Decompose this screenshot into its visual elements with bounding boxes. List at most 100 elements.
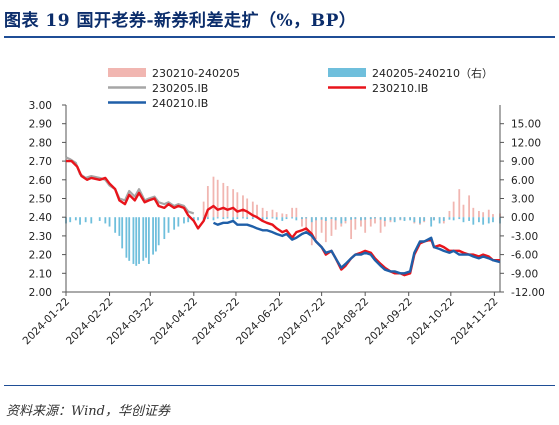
y-right-tick-label: 12.00 — [511, 137, 541, 149]
legend-swatch — [328, 68, 366, 77]
bar — [295, 217, 298, 221]
bar — [478, 210, 480, 218]
bar — [154, 217, 157, 252]
bar — [242, 195, 244, 218]
bar — [246, 198, 249, 218]
bar — [423, 217, 426, 221]
bar — [104, 217, 107, 224]
bar — [236, 192, 239, 218]
bar — [265, 217, 268, 220]
bar — [364, 217, 367, 220]
bar — [216, 217, 219, 219]
bar — [360, 217, 362, 221]
bar — [157, 217, 160, 246]
bar — [350, 217, 353, 220]
bar — [167, 217, 170, 233]
y-right-tick-label: -12.00 — [511, 287, 545, 299]
bar — [482, 217, 485, 225]
bar — [360, 217, 362, 227]
y-right-tick-label: 15.00 — [511, 119, 541, 131]
bar — [374, 217, 376, 224]
bar — [354, 217, 357, 230]
y-right-tick-label: -6.00 — [511, 250, 538, 262]
footer-rule — [4, 385, 555, 386]
bar — [242, 217, 244, 219]
bar — [487, 209, 490, 218]
bar — [90, 217, 93, 224]
bar — [330, 217, 333, 220]
spread-bars — [65, 176, 501, 266]
bar — [482, 212, 485, 218]
bar — [145, 217, 147, 258]
bar — [334, 217, 337, 221]
bar — [246, 217, 249, 220]
bar — [315, 217, 317, 240]
y-right-tick-label: -3.00 — [511, 231, 538, 243]
bar — [472, 207, 475, 218]
y-left-tick-label: 2.30 — [29, 231, 52, 243]
figure-header: 图表 19 国开老券-新券利差走扩（%，BP） — [4, 6, 555, 38]
bar — [271, 217, 274, 219]
bar — [236, 217, 239, 220]
bar — [468, 217, 470, 221]
bar-series-1 — [65, 217, 501, 266]
bar — [135, 217, 138, 266]
bar — [458, 189, 461, 218]
bar — [212, 176, 215, 218]
y-left-tick-label: 2.80 — [29, 137, 52, 149]
y-left-tick-label: 2.60 — [29, 175, 52, 187]
bar — [344, 217, 347, 221]
y-left-tick-label: 3.00 — [29, 100, 52, 112]
bar — [251, 201, 254, 218]
line-series-230205-ib — [65, 156, 195, 215]
bar — [79, 217, 81, 225]
bar — [399, 217, 402, 220]
bar — [261, 217, 264, 221]
legend-label: 230210-240205 — [152, 67, 240, 80]
y-left-tick-label: 2.40 — [29, 212, 52, 224]
bar — [216, 179, 219, 218]
bar — [393, 217, 396, 223]
bar — [187, 217, 190, 223]
bar — [222, 217, 225, 220]
chart-legend: 230210-240205 240205-240210（右） 230205.IB 23… — [108, 66, 493, 110]
bar — [281, 213, 284, 218]
bar — [261, 207, 264, 218]
bar — [305, 217, 308, 219]
bar — [138, 217, 140, 264]
bar — [84, 217, 87, 223]
bar — [69, 217, 72, 223]
bar — [285, 214, 288, 218]
bar — [442, 217, 445, 221]
bar — [492, 214, 494, 218]
bar — [369, 217, 372, 227]
bar — [403, 217, 406, 221]
y-right-tick-label: 3.00 — [511, 194, 534, 206]
bar — [275, 212, 278, 218]
bar — [114, 217, 117, 233]
bar — [121, 217, 124, 249]
y-left-tick-label: 2.50 — [29, 194, 52, 206]
line-series-240210-ib — [212, 219, 501, 275]
bar — [340, 217, 343, 224]
bar — [433, 217, 435, 221]
bar — [285, 217, 288, 220]
y-left-tick-label: 2.90 — [29, 119, 52, 131]
y-left-tick-label: 2.00 — [29, 287, 52, 299]
bar — [206, 217, 209, 220]
bar — [163, 217, 166, 240]
bar — [222, 182, 225, 218]
bar — [275, 217, 278, 220]
bar — [374, 217, 376, 219]
bar — [173, 217, 176, 230]
bar — [383, 217, 386, 227]
legend-label: 240210.IB — [152, 97, 208, 110]
bar — [478, 217, 480, 223]
bar — [125, 217, 128, 258]
bar — [462, 204, 465, 218]
chart: 230210-240205 240205-240210（右） 230205.IB 23… — [20, 66, 545, 347]
bar — [301, 217, 303, 220]
bar — [310, 217, 313, 223]
legend-item: 240210.IB — [108, 97, 208, 110]
bar — [334, 217, 337, 230]
